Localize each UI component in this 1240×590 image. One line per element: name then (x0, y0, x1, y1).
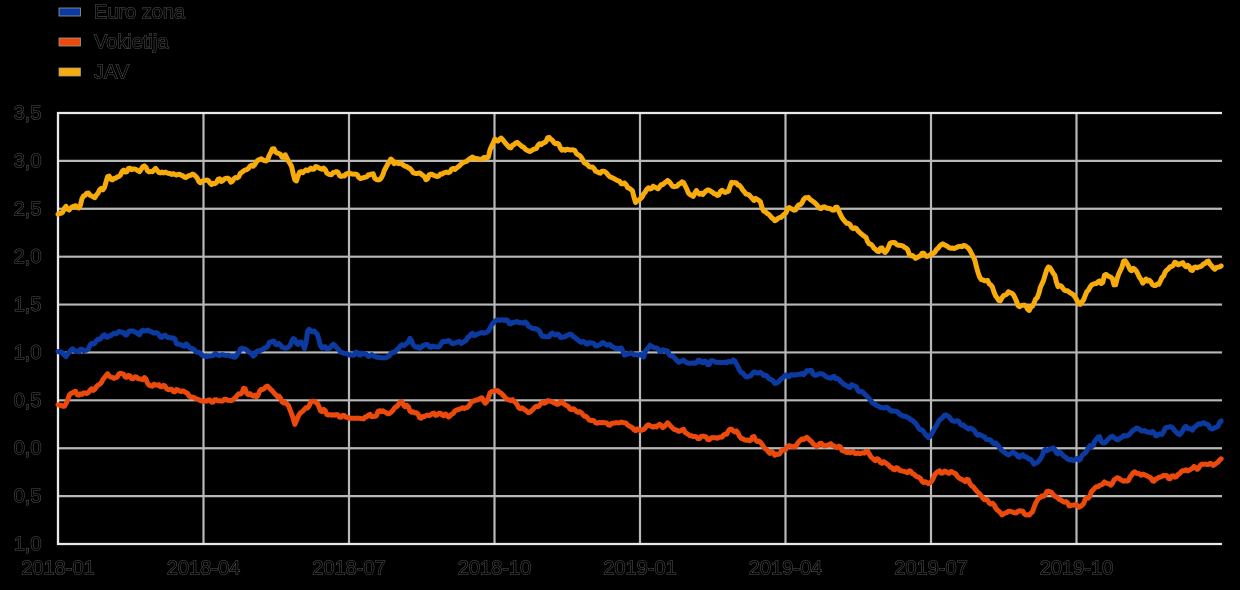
svg-text:2018-01: 2018-01 (21, 558, 94, 580)
svg-text:2019-01: 2019-01 (603, 558, 676, 580)
svg-text:2,5: 2,5 (14, 198, 42, 220)
svg-text:Vokietija: Vokietija (94, 32, 169, 54)
svg-text:3,0: 3,0 (14, 150, 42, 172)
svg-text:2018-10: 2018-10 (458, 558, 531, 580)
svg-text:2018-07: 2018-07 (312, 558, 385, 580)
svg-text:2019-07: 2019-07 (894, 558, 967, 580)
svg-text:2,0: 2,0 (14, 246, 42, 268)
svg-text:1,0: 1,0 (14, 534, 42, 556)
svg-text:2019-04: 2019-04 (749, 558, 822, 580)
svg-text:1,5: 1,5 (14, 294, 42, 316)
svg-text:0,5: 0,5 (14, 390, 42, 412)
svg-text:3,5: 3,5 (14, 103, 42, 125)
svg-text:0,0: 0,0 (14, 438, 42, 460)
svg-text:1,0: 1,0 (14, 342, 42, 364)
svg-text:0,5: 0,5 (14, 486, 42, 508)
svg-text:JAV: JAV (94, 62, 130, 84)
svg-text:2018-04: 2018-04 (167, 558, 240, 580)
svg-text:Euro zona: Euro zona (94, 2, 186, 24)
svg-text:2019-10: 2019-10 (1040, 558, 1113, 580)
